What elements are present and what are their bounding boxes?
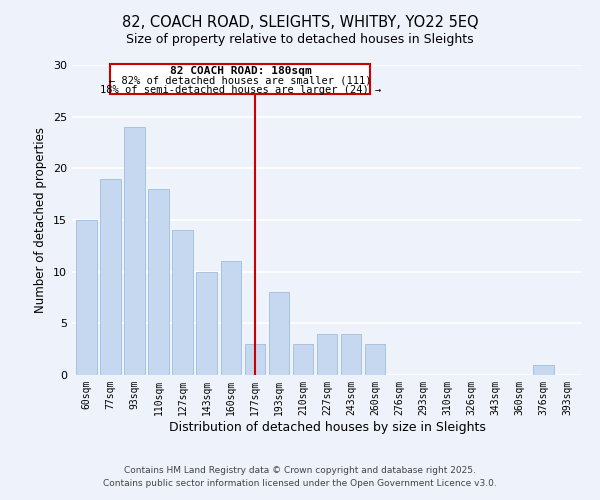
Bar <box>172 230 193 375</box>
Text: 82, COACH ROAD, SLEIGHTS, WHITBY, YO22 5EQ: 82, COACH ROAD, SLEIGHTS, WHITBY, YO22 5… <box>122 15 478 30</box>
Bar <box>124 127 145 375</box>
Text: 18% of semi-detached houses are larger (24) →: 18% of semi-detached houses are larger (… <box>100 85 381 95</box>
Bar <box>365 344 385 375</box>
X-axis label: Distribution of detached houses by size in Sleights: Distribution of detached houses by size … <box>169 420 485 434</box>
Text: ← 82% of detached houses are smaller (111): ← 82% of detached houses are smaller (11… <box>109 76 371 86</box>
Bar <box>196 272 217 375</box>
Bar <box>533 364 554 375</box>
Text: Contains HM Land Registry data © Crown copyright and database right 2025.
Contai: Contains HM Land Registry data © Crown c… <box>103 466 497 487</box>
Bar <box>341 334 361 375</box>
Bar <box>269 292 289 375</box>
Text: Size of property relative to detached houses in Sleights: Size of property relative to detached ho… <box>126 32 474 46</box>
Bar <box>76 220 97 375</box>
Bar <box>100 178 121 375</box>
Bar <box>317 334 337 375</box>
FancyBboxPatch shape <box>110 64 370 94</box>
Bar <box>293 344 313 375</box>
Text: 82 COACH ROAD: 180sqm: 82 COACH ROAD: 180sqm <box>170 66 311 76</box>
Bar <box>221 262 241 375</box>
Y-axis label: Number of detached properties: Number of detached properties <box>34 127 47 313</box>
Bar <box>148 189 169 375</box>
Bar <box>245 344 265 375</box>
